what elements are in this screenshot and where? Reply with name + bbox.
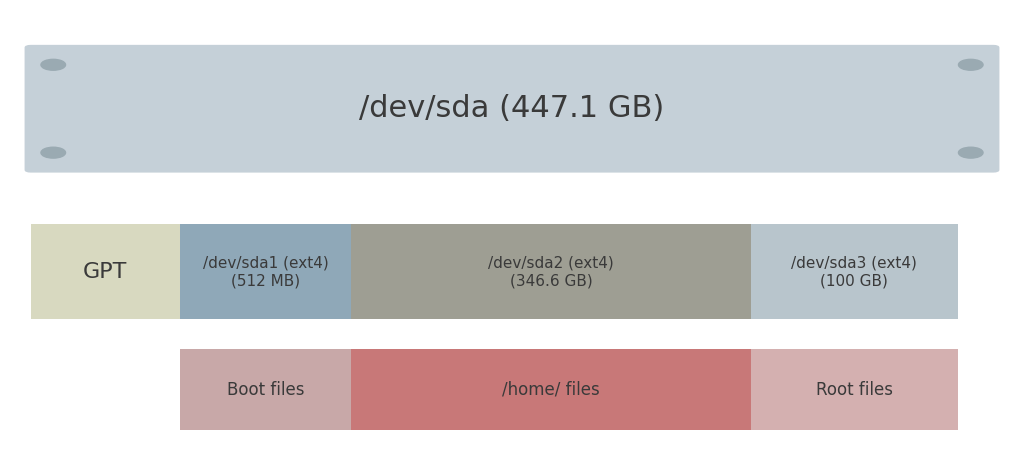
Text: /home/ files: /home/ files bbox=[502, 381, 600, 399]
FancyBboxPatch shape bbox=[180, 349, 351, 430]
FancyBboxPatch shape bbox=[751, 349, 957, 430]
FancyBboxPatch shape bbox=[351, 349, 751, 430]
Text: GPT: GPT bbox=[83, 262, 128, 282]
Circle shape bbox=[41, 59, 66, 70]
Text: /dev/sda (447.1 GB): /dev/sda (447.1 GB) bbox=[359, 94, 665, 123]
FancyBboxPatch shape bbox=[180, 224, 351, 319]
FancyBboxPatch shape bbox=[751, 224, 957, 319]
Circle shape bbox=[958, 59, 983, 70]
Text: /dev/sda3 (ext4)
(100 GB): /dev/sda3 (ext4) (100 GB) bbox=[792, 255, 918, 288]
Circle shape bbox=[41, 147, 66, 158]
FancyBboxPatch shape bbox=[25, 45, 999, 173]
Text: Root files: Root files bbox=[816, 381, 893, 399]
FancyBboxPatch shape bbox=[31, 224, 180, 319]
Text: /dev/sda1 (ext4)
(512 MB): /dev/sda1 (ext4) (512 MB) bbox=[203, 255, 329, 288]
Text: Boot files: Boot files bbox=[227, 381, 304, 399]
Text: /dev/sda2 (ext4)
(346.6 GB): /dev/sda2 (ext4) (346.6 GB) bbox=[488, 255, 613, 288]
FancyBboxPatch shape bbox=[351, 224, 751, 319]
Circle shape bbox=[958, 147, 983, 158]
